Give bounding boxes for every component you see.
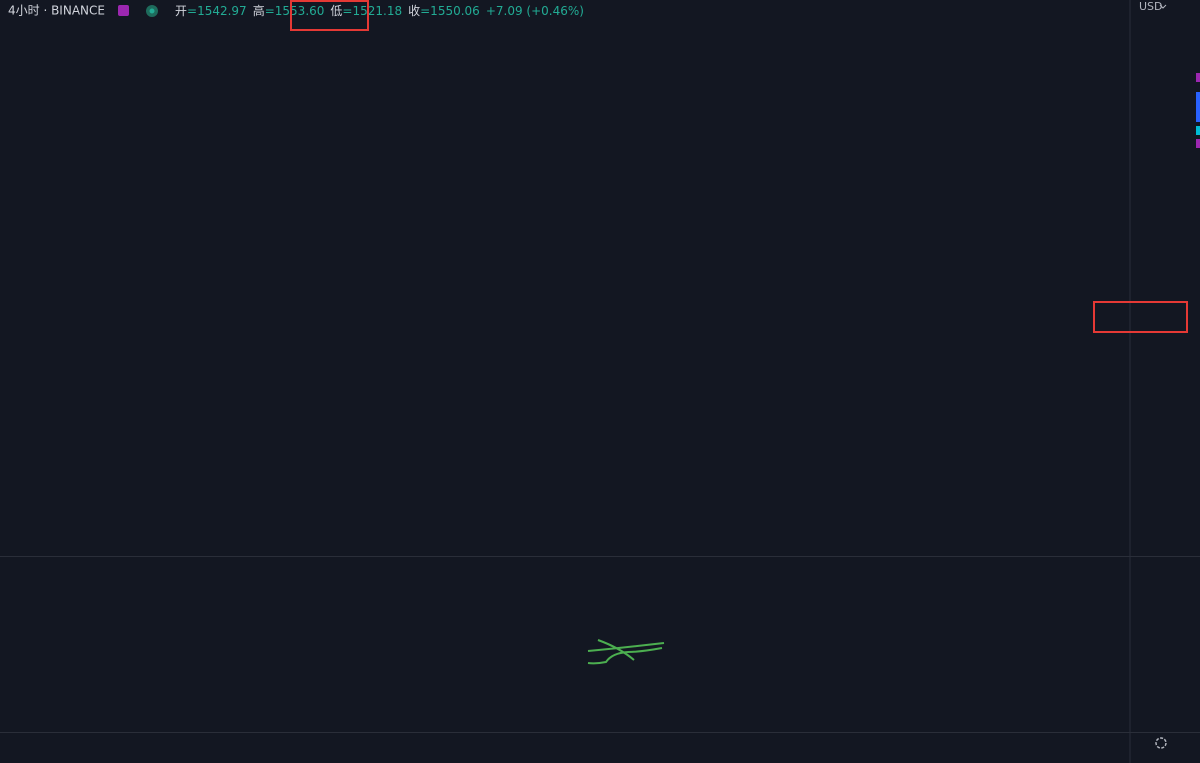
currency-arrow xyxy=(1159,4,1167,9)
highlight-box xyxy=(290,0,369,31)
field-label: 低 xyxy=(330,4,342,18)
side-marker xyxy=(1196,126,1200,135)
field-value: =1542.97 xyxy=(187,4,247,18)
settings-icon[interactable] xyxy=(1155,737,1167,749)
field-label: 开 xyxy=(175,4,187,18)
change: +7.09 (+0.46%) xyxy=(486,4,584,18)
scribble xyxy=(587,639,665,665)
field-value: =1553.60 xyxy=(265,4,325,18)
status-dot xyxy=(149,8,155,14)
field-value: =1550.06 xyxy=(420,4,480,18)
side-marker xyxy=(1196,139,1200,148)
side-marker xyxy=(1196,92,1200,122)
field-label: 高 xyxy=(253,3,265,18)
field-label: 收 xyxy=(408,4,420,18)
symbol: 4小时 · BINANCE xyxy=(8,4,105,18)
field-value: =1521.18 xyxy=(342,4,402,18)
flag-icon[interactable] xyxy=(118,5,129,16)
currency[interactable]: USD xyxy=(1139,0,1163,13)
ohlc-legend: 开=1542.97 高=1553.60 低=1521.18 收=1550.06 +7.0… xyxy=(175,3,584,18)
highlight-box xyxy=(1093,301,1188,333)
side-marker xyxy=(1196,73,1200,82)
